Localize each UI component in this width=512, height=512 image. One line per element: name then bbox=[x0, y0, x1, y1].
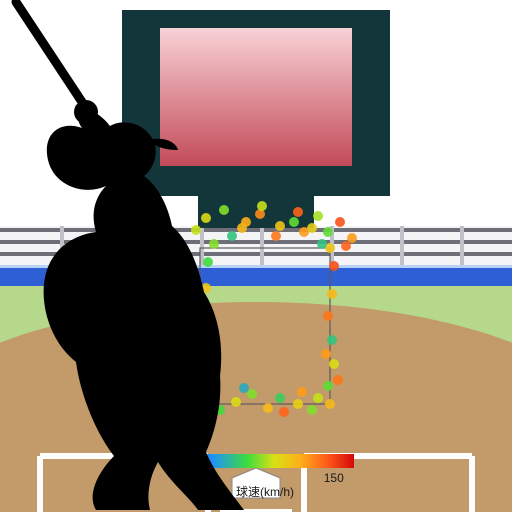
pitch-marker bbox=[293, 399, 303, 409]
scoreboard-screen bbox=[160, 28, 352, 166]
pitch-marker bbox=[263, 403, 273, 413]
pitch-marker bbox=[297, 387, 307, 397]
pitch-marker bbox=[323, 381, 333, 391]
pitch-marker bbox=[227, 231, 237, 241]
pitch-marker bbox=[329, 261, 339, 271]
stair bbox=[460, 226, 464, 266]
pitch-marker bbox=[219, 205, 229, 215]
pitch-marker bbox=[307, 405, 317, 415]
pitch-marker bbox=[241, 217, 251, 227]
pitch-marker bbox=[327, 335, 337, 345]
pitch-marker bbox=[201, 213, 211, 223]
pitch-marker bbox=[247, 389, 257, 399]
rail bbox=[0, 228, 512, 232]
pitch-marker bbox=[317, 239, 327, 249]
pitch-marker bbox=[257, 201, 267, 211]
pitch-marker bbox=[321, 349, 331, 359]
pitch-marker bbox=[325, 399, 335, 409]
pitch-marker bbox=[293, 207, 303, 217]
pitch-marker bbox=[239, 383, 249, 393]
pitch-marker bbox=[347, 233, 357, 243]
pitch-marker bbox=[327, 289, 337, 299]
pitch-marker bbox=[307, 223, 317, 233]
pitch-marker bbox=[275, 393, 285, 403]
pitch-marker bbox=[231, 397, 241, 407]
stair bbox=[200, 226, 204, 266]
batter-hands bbox=[74, 100, 98, 124]
pitch-marker bbox=[203, 257, 213, 267]
pitch-marker bbox=[323, 311, 333, 321]
pitch-marker bbox=[333, 375, 343, 385]
colorbar-label: 球速(km/h) bbox=[236, 485, 294, 499]
pitch-marker bbox=[289, 217, 299, 227]
pitch-marker bbox=[191, 225, 201, 235]
pitch-marker bbox=[271, 231, 281, 241]
pitch-marker bbox=[275, 221, 285, 231]
colorbar-tick: 150 bbox=[324, 471, 344, 485]
pitch-marker bbox=[341, 241, 351, 251]
pitch-marker bbox=[279, 407, 289, 417]
pitch-marker bbox=[323, 227, 333, 237]
pitch-marker bbox=[313, 211, 323, 221]
pitch-marker bbox=[313, 393, 323, 403]
pitch-marker bbox=[335, 217, 345, 227]
stair bbox=[400, 226, 404, 266]
pitch-marker bbox=[209, 239, 219, 249]
pitch-marker bbox=[329, 359, 339, 369]
stair bbox=[260, 226, 264, 266]
